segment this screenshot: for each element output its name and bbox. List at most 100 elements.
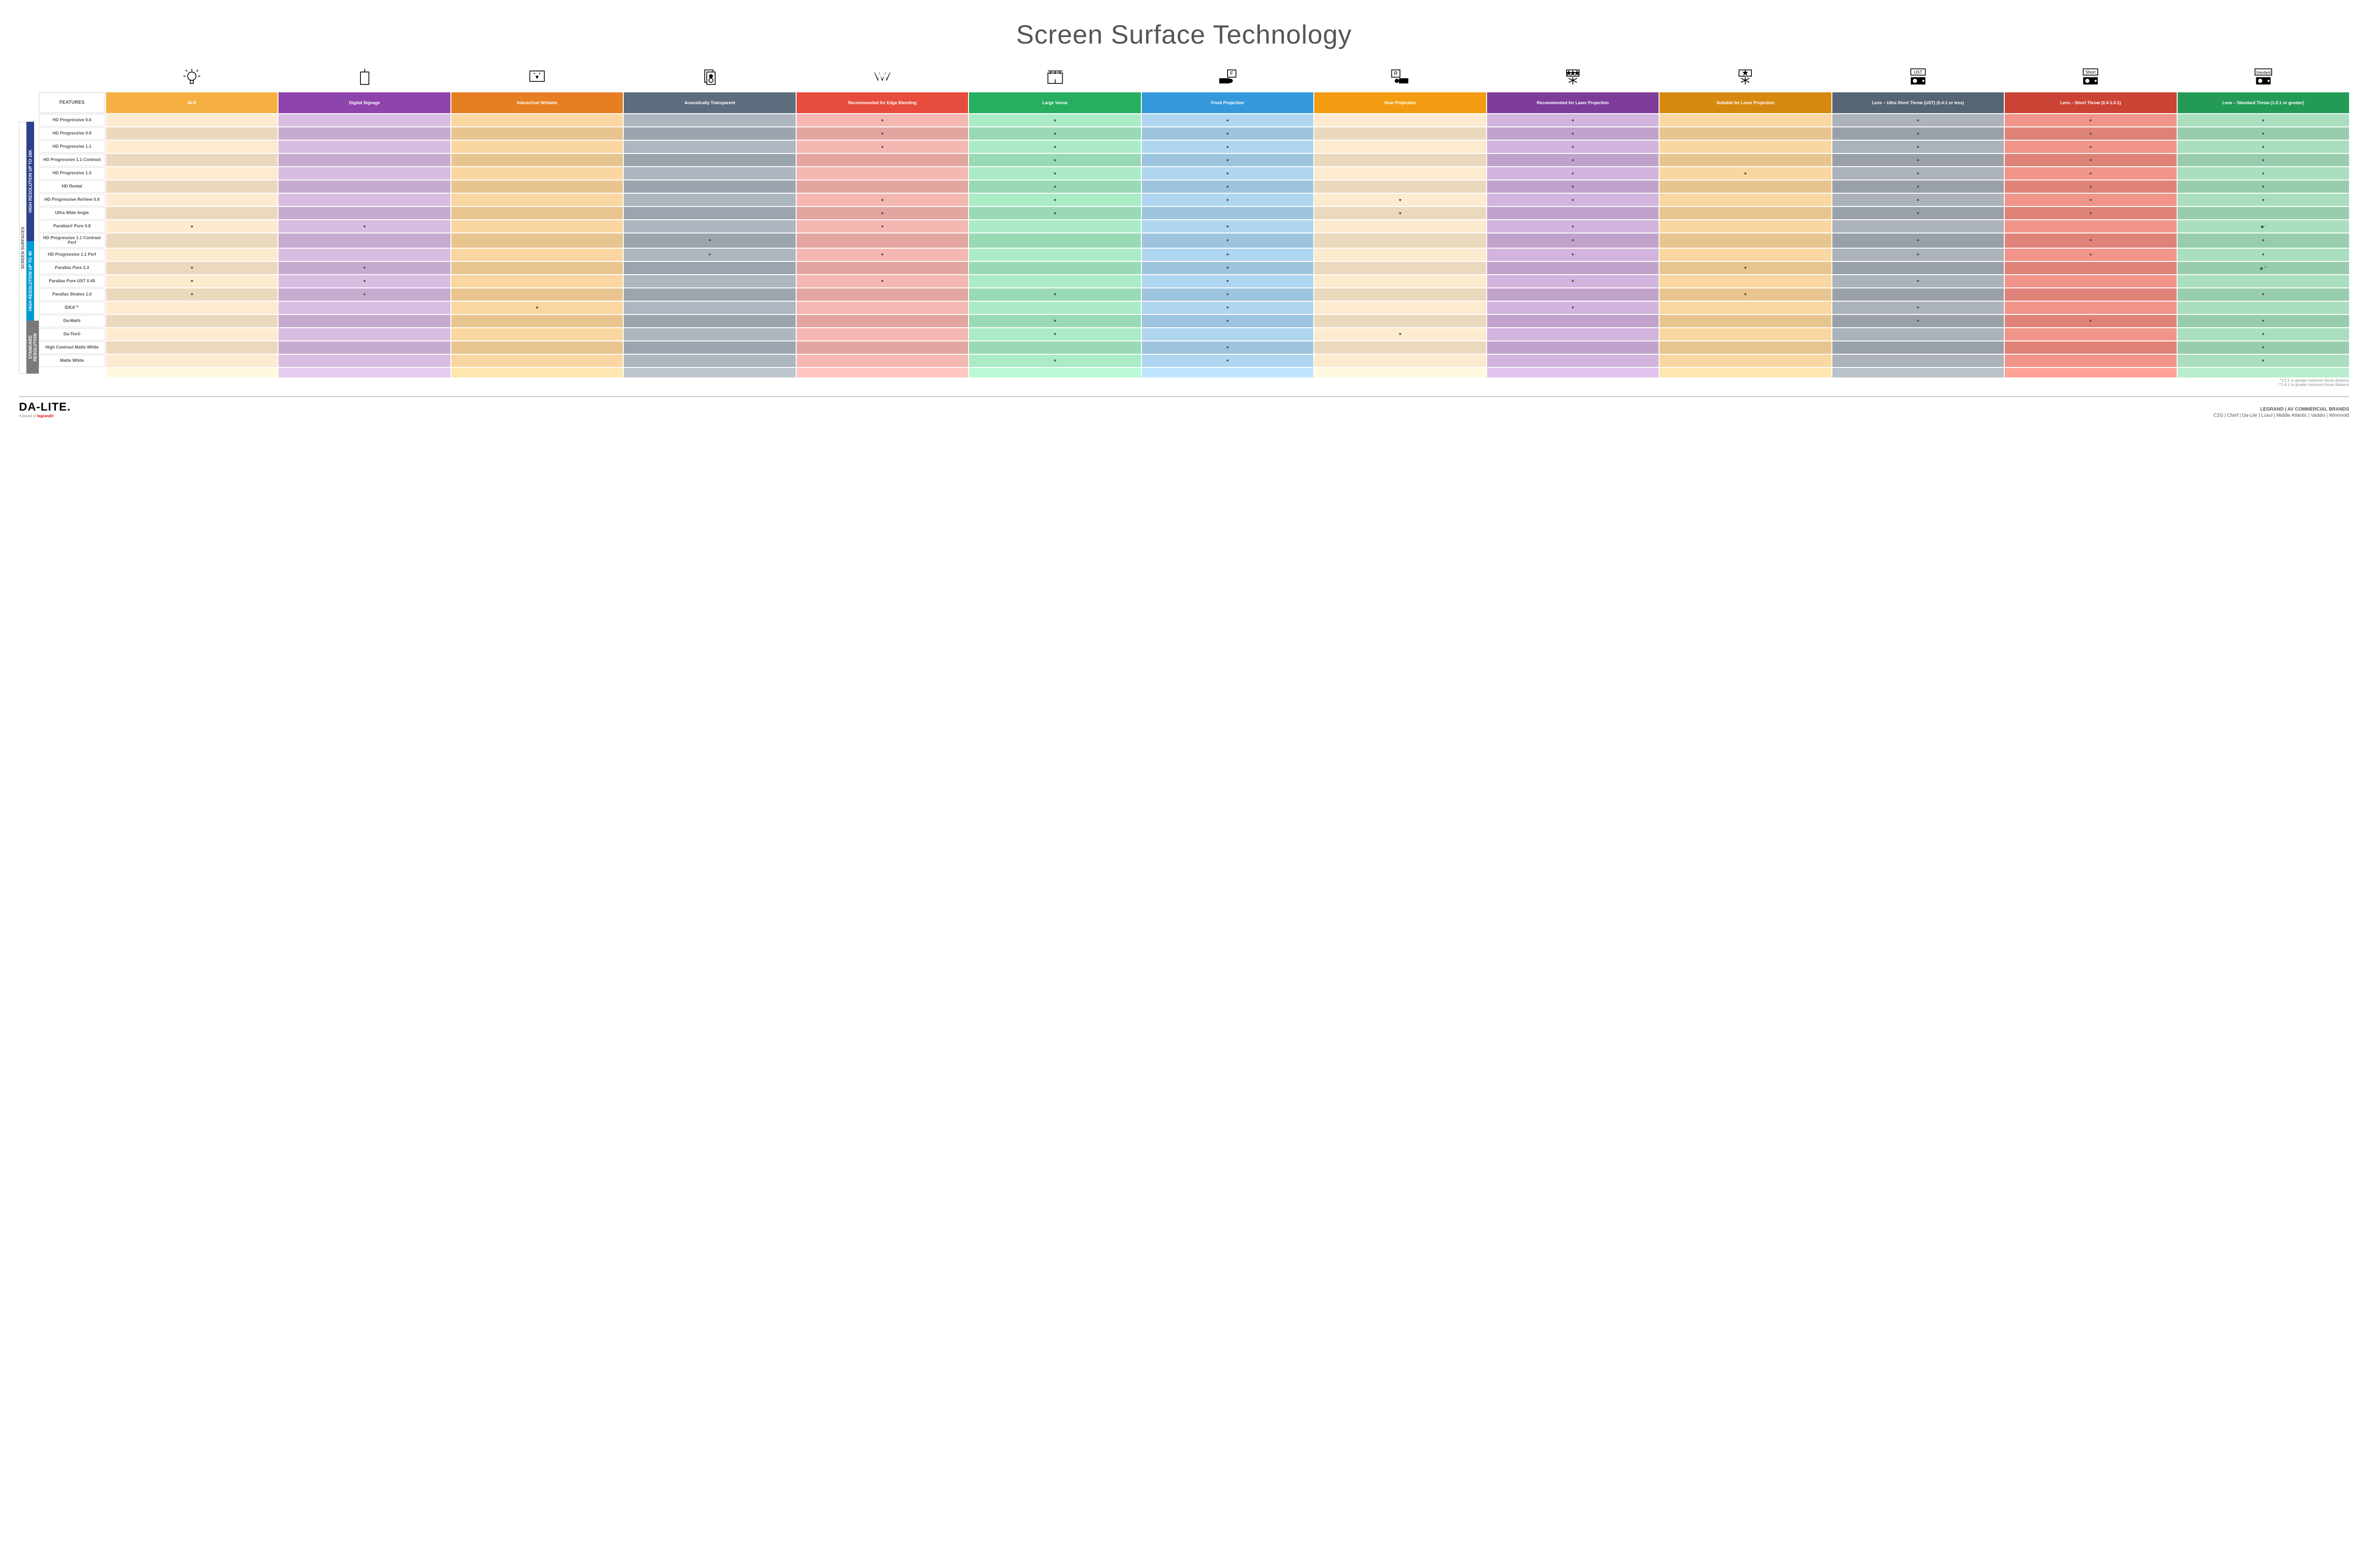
- table-cell: [1832, 207, 2004, 219]
- icon-spacer: [39, 64, 105, 90]
- table-cell: [106, 288, 278, 301]
- table-cell: [106, 302, 278, 314]
- table-cell: [1314, 233, 1486, 248]
- row-label: Ultra Wide Angle: [39, 207, 105, 219]
- table-cell: [106, 315, 278, 327]
- table-cell: [969, 141, 1140, 153]
- table-cell: [969, 127, 1140, 140]
- table-cell: [1487, 302, 1659, 314]
- group-label: STANDARD RESOLUTION: [27, 321, 39, 374]
- table-cell: [1314, 127, 1486, 140]
- table-cell: [1659, 220, 1831, 233]
- table-cell: [624, 302, 795, 314]
- table-cell: [278, 262, 450, 274]
- row-label: Parallax Stratos 1.0: [39, 288, 105, 301]
- alr-icon: [106, 64, 278, 90]
- table-cell: [1142, 355, 1313, 367]
- table-cell: [969, 275, 1140, 287]
- column-header: Suitable for Laser Projection: [1659, 92, 1831, 113]
- table-cell: [1487, 233, 1659, 248]
- table-row: Parallax® Pure 0.8●*: [39, 220, 2349, 233]
- table-cell: [797, 207, 968, 219]
- table-cell: [2178, 315, 2349, 327]
- row-label: HD Progressive 0.9: [39, 127, 105, 140]
- table-cell: [278, 233, 450, 248]
- table-cell: [451, 275, 623, 287]
- row-label: HD Progressive 1.1 Perf: [39, 249, 105, 261]
- features-header: FEATURES: [39, 92, 105, 113]
- table-cell: [1487, 180, 1659, 193]
- footer-cell: [797, 368, 968, 377]
- table-cell: [451, 154, 623, 166]
- row-label: Parallax Pure UST 0.45: [39, 275, 105, 287]
- table-cell: [2178, 302, 2349, 314]
- table-cell: [1487, 207, 1659, 219]
- table-cell: [624, 114, 795, 126]
- table-cell: [2005, 141, 2176, 153]
- table-cell: [797, 328, 968, 340]
- table-cell: [1832, 220, 2004, 233]
- table-row: HD Rental: [39, 180, 2349, 193]
- table-cell: [1832, 249, 2004, 261]
- column-header: Recommended for Edge Blending: [797, 92, 968, 113]
- table-row: HD Progressive 1.1 Perf: [39, 249, 2349, 261]
- column-header: Front Projection: [1142, 92, 1313, 113]
- table-cell: [278, 141, 450, 153]
- table-cell: [797, 141, 968, 153]
- table-cell: [1142, 141, 1313, 153]
- table-cell: [1314, 355, 1486, 367]
- table-cell: [2178, 233, 2349, 248]
- footer-cell: [1659, 368, 1831, 377]
- row-label: HD Progressive 1.3: [39, 167, 105, 179]
- table-cell: [278, 355, 450, 367]
- table-cell: [624, 315, 795, 327]
- table-cell: [1832, 180, 2004, 193]
- table-cell: [451, 328, 623, 340]
- standard-throw-icon: Standard: [2178, 64, 2349, 90]
- row-label: HD Progressive 1.1: [39, 141, 105, 153]
- table-cell: [624, 328, 795, 340]
- table-cell: [2178, 154, 2349, 166]
- table-cell: [797, 262, 968, 274]
- table-cell: [1659, 141, 1831, 153]
- table-cell: [2005, 154, 2176, 166]
- table-cell: [969, 180, 1140, 193]
- table-cell: [2178, 207, 2349, 219]
- table-cell: [1659, 127, 1831, 140]
- table-cell: [1832, 341, 2004, 354]
- table-cell: [624, 341, 795, 354]
- column-header: Lens – Ultra Short Throw (UST) (0.4:1 or…: [1832, 92, 2004, 113]
- table-cell: [2005, 328, 2176, 340]
- table-cell: [969, 220, 1140, 233]
- table-cell: [278, 154, 450, 166]
- table-cell: [624, 194, 795, 206]
- table-cell: [106, 180, 278, 193]
- front-proj-icon: F: [1142, 64, 1313, 90]
- table-cell: [969, 249, 1140, 261]
- svg-text:F: F: [1230, 71, 1233, 77]
- table-cell: [2178, 275, 2349, 287]
- table-cell: [2178, 141, 2349, 153]
- column-header: Lens – Short Throw (0.4-1.0:1): [2005, 92, 2176, 113]
- table-cell: [1659, 262, 1831, 274]
- acoustic-icon: [624, 64, 795, 90]
- table-cell: [278, 341, 450, 354]
- footer-cell: [1487, 368, 1659, 377]
- table-cell: [1487, 127, 1659, 140]
- table-cell: [106, 249, 278, 261]
- table-cell: [624, 154, 795, 166]
- table-cell: [797, 220, 968, 233]
- table-cell: [969, 355, 1140, 367]
- rear-proj-icon: R: [1314, 64, 1486, 90]
- table-cell: [451, 355, 623, 367]
- table-cell: [969, 114, 1140, 126]
- table-cell: [1142, 154, 1313, 166]
- table-cell: [1487, 315, 1659, 327]
- footer-cell: [1142, 368, 1313, 377]
- table-cell: [797, 180, 968, 193]
- table-cell: [451, 114, 623, 126]
- table-cell: [278, 180, 450, 193]
- table-cell: [1142, 302, 1313, 314]
- table-cell: [797, 275, 968, 287]
- table-cell: [451, 249, 623, 261]
